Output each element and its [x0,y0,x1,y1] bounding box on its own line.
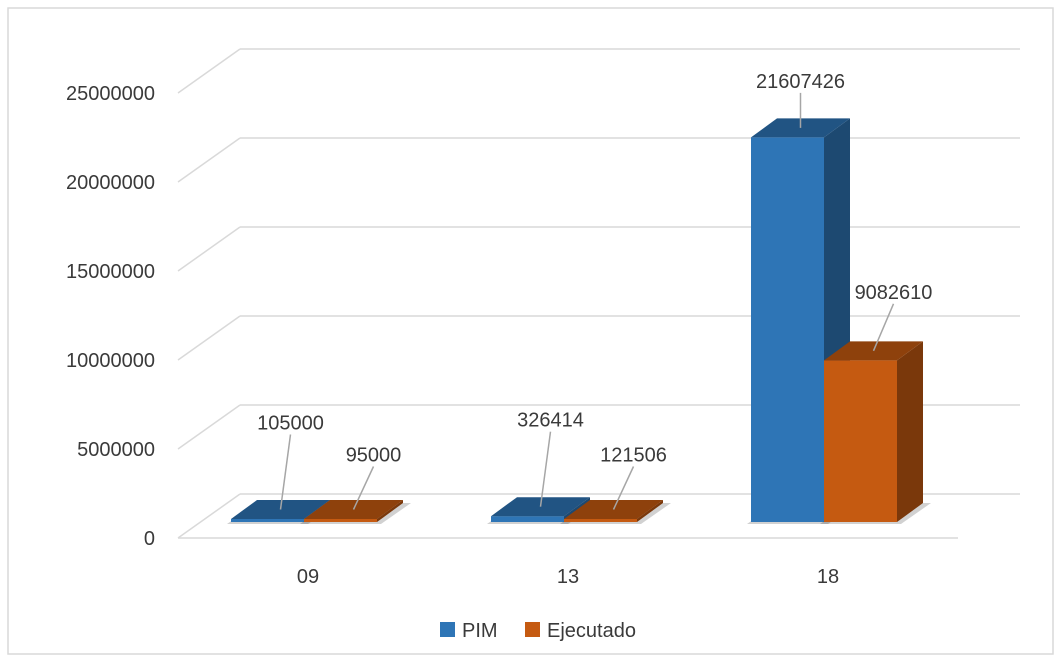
y-tick-label: 0 [144,528,155,550]
gridline-diagonal [177,315,241,361]
bar-front [564,519,637,522]
data-label-ejecutado-09: 95000 [346,445,402,467]
bar-front [751,137,824,522]
data-label-ejecutado-18: 9082610 [855,282,933,304]
bar-front [824,360,897,522]
gridline-diagonal [177,404,241,450]
bar-front [491,516,564,522]
data-labels: 105000 95000 326414 121506 21607426 9082610 [257,71,932,510]
y-tick-label: 10000000 [66,350,155,372]
bar-side [897,341,923,522]
gridline-diagonal [177,493,241,539]
y-tick-label: 5000000 [77,439,155,461]
data-label-ejecutado-13: 121506 [600,445,667,467]
x-axis-ticks: 09 13 18 [297,566,839,588]
data-label-leader [279,434,292,510]
data-label-pim-13: 326414 [517,410,584,432]
y-tick-label: 20000000 [66,172,155,194]
gridline-diagonal [177,137,241,183]
gridline-diagonal [177,48,241,94]
y-axis-ticks: 0 5000000 10000000 15000000 20000000 25000000 [66,83,155,550]
data-label-leader [352,466,375,510]
bar-front [231,519,304,522]
gridline-diagonal [177,226,241,272]
x-tick-label: 18 [817,566,839,588]
bars [227,118,931,524]
data-label-pim-09: 105000 [257,413,324,435]
bar-side [377,500,403,522]
legend-swatch-ejecutado [525,622,540,637]
data-label-leader [612,466,635,510]
legend: PIM Ejecutado [440,620,636,642]
legend-swatch-pim [440,622,455,637]
data-label-pim-18: 21607426 [756,71,845,93]
gridlines [177,48,1020,539]
data-label-leader [872,303,895,352]
bar-side [637,500,663,522]
y-tick-label: 25000000 [66,83,155,105]
legend-label-ejecutado: Ejecutado [547,620,636,642]
bar-front [304,519,377,522]
x-tick-label: 09 [297,566,319,588]
data-label-leader [539,431,552,507]
legend-label-pim: PIM [462,620,498,642]
bar-ejecutado-18 [820,341,931,524]
chart-border [7,7,1054,655]
y-tick-label: 15000000 [66,261,155,283]
x-tick-label: 13 [557,566,579,588]
